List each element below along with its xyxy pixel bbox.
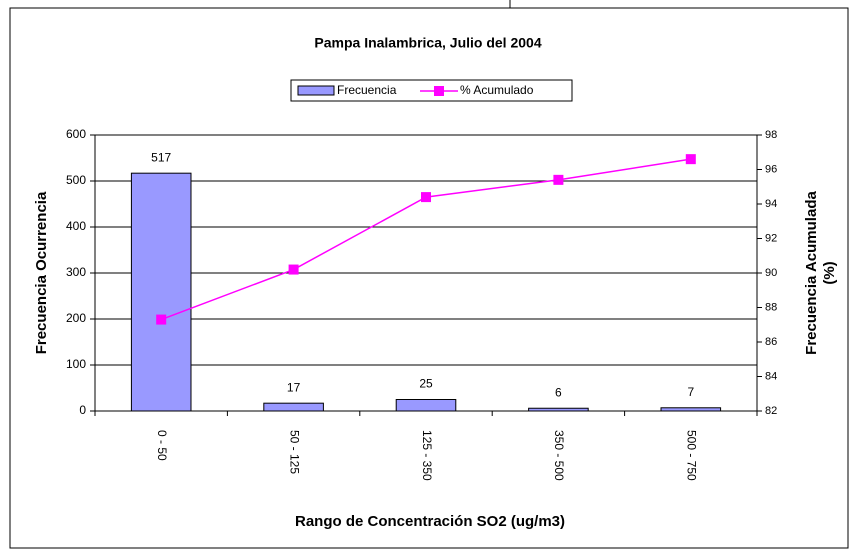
y2-tick-label: 82 <box>765 405 777 417</box>
x-tick-label: 0 - 50 <box>155 430 169 461</box>
bar <box>130 172 192 412</box>
y2-tick-label: 86 <box>765 336 777 348</box>
y-tick-label: 600 <box>66 127 86 141</box>
x-axis-title: Rango de Concentración SO2 (ug/m3) <box>295 513 565 530</box>
legend-label: % Acumulado <box>460 83 534 97</box>
y2-tick-label: 90 <box>765 267 777 279</box>
y2-axis-title: (%) <box>821 261 838 284</box>
x-tick-label: 350 - 500 <box>552 430 566 481</box>
y-tick-label: 500 <box>66 173 86 187</box>
y2-axis-title: Frecuencia Acumulada <box>803 191 820 355</box>
y-tick-label: 400 <box>66 219 86 233</box>
data-label: 517 <box>151 150 171 164</box>
marker <box>553 174 564 185</box>
data-label: 17 <box>287 380 301 394</box>
y-tick-label: 200 <box>66 311 86 325</box>
x-tick-label: 50 - 125 <box>287 430 301 474</box>
y-tick-label: 100 <box>66 357 86 371</box>
marker <box>156 314 167 325</box>
bar <box>660 407 722 412</box>
y2-tick-label: 96 <box>765 163 777 175</box>
x-tick-label: 125 - 350 <box>420 430 434 481</box>
legend-label: Frecuencia <box>337 83 397 97</box>
y2-tick-label: 92 <box>765 232 777 244</box>
legend-swatch <box>434 86 444 96</box>
data-label: 6 <box>555 385 562 399</box>
bar <box>528 407 589 412</box>
y2-tick-label: 84 <box>765 370 777 382</box>
chart-title: Pampa Inalambrica, Julio del 2004 <box>314 35 541 51</box>
bar <box>395 399 457 412</box>
legend-swatch <box>297 85 335 96</box>
bar <box>263 402 324 412</box>
y-axis-title: Frecuencia Ocurrencia <box>33 191 50 354</box>
y2-tick-label: 94 <box>765 198 777 210</box>
y2-tick-label: 98 <box>765 129 777 141</box>
y2-tick-label: 88 <box>765 301 777 313</box>
marker <box>685 154 696 165</box>
y-tick-label: 300 <box>66 265 86 279</box>
marker <box>421 192 431 203</box>
x-tick-label: 500 - 750 <box>685 430 699 481</box>
data-label: 7 <box>687 385 694 399</box>
marker <box>288 264 299 275</box>
data-label: 25 <box>419 377 433 391</box>
y-tick-label: 0 <box>79 403 86 417</box>
